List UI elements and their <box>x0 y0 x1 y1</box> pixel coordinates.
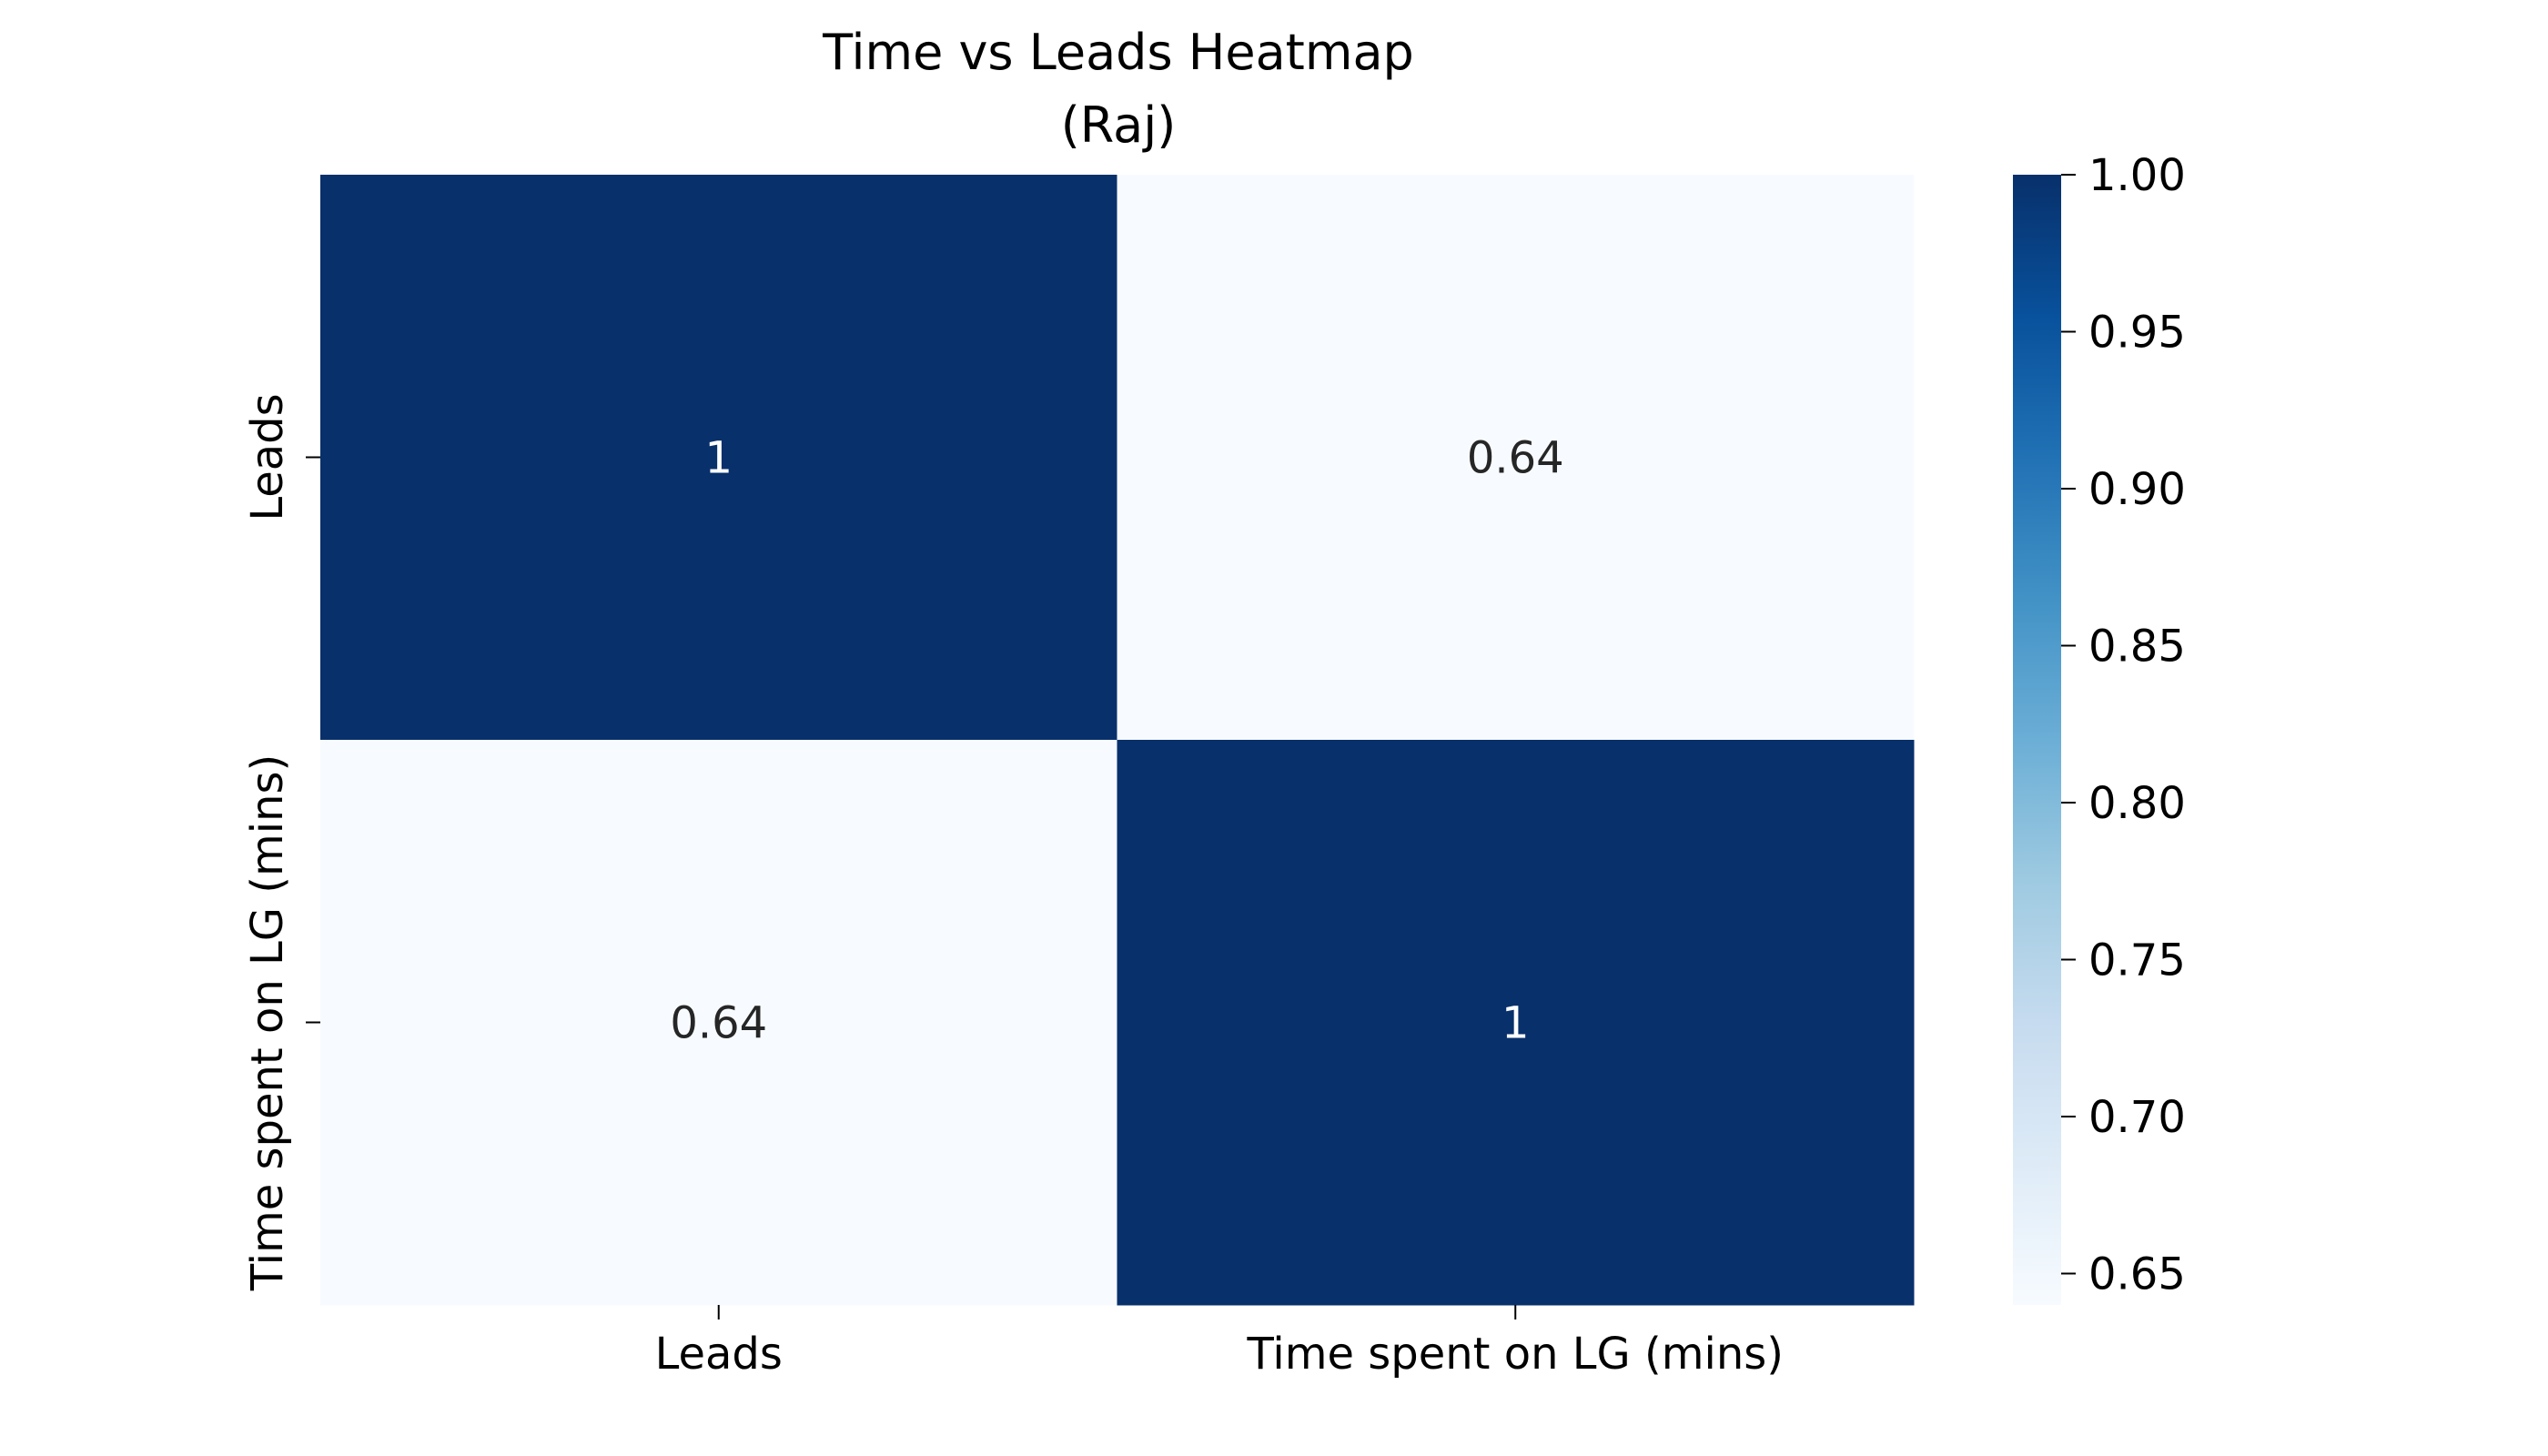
cell-value-label: 1 <box>1502 998 1530 1049</box>
chart-subtitle: (Raj) <box>1061 96 1177 154</box>
y-axis-ticks: Leads Time spent on LG (mins) <box>242 393 320 1291</box>
cell-value-label: 1 <box>704 433 733 484</box>
colorbar-tick-label: 0.65 <box>2088 1249 2186 1300</box>
colorbar-tick-label: 0.95 <box>2088 308 2186 359</box>
colorbar-tick-label: 0.70 <box>2088 1092 2186 1143</box>
cell-value-label: 0.64 <box>670 998 767 1049</box>
heatmap-cell <box>320 740 1117 1306</box>
heatmap-cell-labels: 1 0.64 0.64 1 <box>670 433 1563 1049</box>
x-axis-ticks: Leads Time spent on LG (mins) <box>655 1305 1784 1380</box>
colorbar-tick-label: 0.75 <box>2088 935 2186 986</box>
colorbar-tick-label: 0.85 <box>2088 622 2186 672</box>
chart-title: Time vs Leads Heatmap <box>822 24 1414 81</box>
colorbar-tick-label: 1.00 <box>2088 150 2186 201</box>
heatmap-cell <box>1117 175 1915 741</box>
y-tick-label: Leads <box>242 393 293 521</box>
colorbar-tick-label: 0.80 <box>2088 778 2186 829</box>
colorbar <box>2013 175 2061 1305</box>
x-tick-label: Leads <box>655 1329 783 1380</box>
colorbar-ticks: 1.00 0.95 0.90 0.85 0.80 0.75 0.70 0.65 <box>2061 150 2186 1300</box>
heatmap-cell <box>1117 740 1915 1306</box>
heatmap-cells <box>320 175 1915 1306</box>
heatmap-cell <box>320 175 1117 741</box>
colorbar-tick-label: 0.90 <box>2088 464 2186 515</box>
x-tick-label: Time spent on LG (mins) <box>1247 1329 1784 1380</box>
y-tick-label: Time spent on LG (mins) <box>242 754 293 1291</box>
cell-value-label: 0.64 <box>1467 433 1564 484</box>
